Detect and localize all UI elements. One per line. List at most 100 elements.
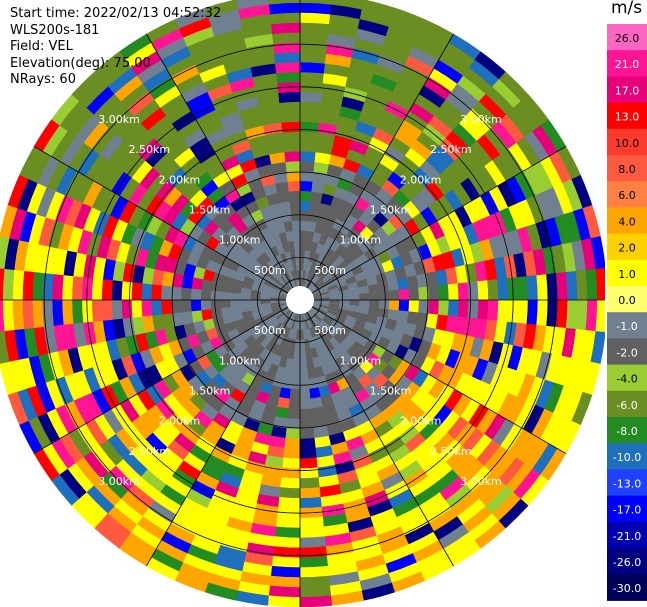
velocity-cell	[265, 276, 276, 286]
velocity-cell	[300, 151, 316, 163]
velocity-cell	[406, 275, 419, 289]
velocity-cell	[178, 562, 212, 583]
velocity-cell	[147, 499, 177, 524]
velocity-cell	[308, 317, 316, 328]
velocity-cell	[92, 320, 107, 344]
velocity-cell	[154, 220, 172, 240]
velocity-cell	[308, 211, 319, 223]
azimuth-spoke	[33, 146, 289, 294]
velocity-cell	[235, 402, 252, 418]
velocity-cell	[180, 299, 192, 313]
velocity-cell	[102, 408, 124, 435]
velocity-cell	[38, 352, 56, 383]
velocity-cell	[241, 310, 253, 319]
velocity-cell	[323, 522, 350, 537]
velocity-cell	[0, 235, 10, 269]
velocity-cell	[522, 404, 545, 435]
velocity-cell	[312, 325, 320, 337]
velocity-cell	[348, 444, 369, 461]
velocity-cell	[516, 136, 541, 167]
velocity-cell	[235, 488, 259, 504]
velocity-cell	[76, 344, 93, 371]
velocity-cell	[382, 544, 413, 565]
velocity-cell	[181, 274, 194, 289]
velocity-cell	[327, 205, 341, 219]
velocity-cell	[225, 163, 244, 180]
velocity-cell	[290, 318, 296, 330]
velocity-cell	[96, 235, 112, 259]
velocity-cell	[408, 476, 435, 498]
velocity-cell	[433, 107, 460, 132]
velocity-cell	[256, 493, 280, 508]
velocity-cell	[387, 279, 399, 291]
velocity-cell	[286, 170, 301, 182]
velocity-cell	[322, 403, 337, 417]
velocity-cell	[551, 326, 567, 357]
velocity-cell	[419, 419, 441, 441]
velocity-cell	[64, 170, 86, 200]
velocity-cell	[316, 334, 325, 346]
velocity-cell	[364, 179, 382, 196]
velocity-cell	[364, 145, 385, 163]
velocity-cell	[260, 360, 272, 373]
velocity-cell	[200, 462, 224, 482]
velocity-cell	[352, 544, 383, 562]
velocity-cell	[554, 214, 572, 246]
velocity-cell	[478, 93, 507, 122]
velocity-cell	[196, 229, 212, 246]
velocity-cell	[286, 418, 300, 430]
velocity-cell	[220, 307, 233, 317]
velocity-cell	[259, 299, 271, 305]
velocity-cell	[279, 325, 288, 337]
velocity-cell	[471, 358, 489, 382]
velocity-cell	[311, 406, 325, 419]
velocity-cell	[417, 187, 437, 208]
velocity-cell	[275, 311, 286, 321]
velocity-cell	[205, 454, 228, 473]
velocity-cell	[428, 360, 446, 380]
velocity-cell	[265, 236, 276, 249]
velocity-cell	[279, 314, 289, 325]
range-ring-label: 2.50km	[430, 143, 472, 156]
velocity-cell	[352, 219, 367, 234]
velocity-cell	[222, 275, 235, 286]
velocity-cell	[160, 93, 187, 116]
velocity-cell	[398, 425, 420, 445]
velocity-cell	[267, 273, 278, 283]
velocity-cell	[299, 437, 316, 449]
velocity-cell	[211, 308, 223, 319]
velocity-cell	[320, 343, 330, 355]
velocity-cell	[412, 540, 444, 563]
velocity-cell	[270, 302, 281, 307]
velocity-cell	[368, 255, 382, 268]
colorbar-tick-label: -2.0	[616, 346, 637, 359]
velocity-cell	[358, 285, 370, 294]
velocity-cell	[300, 161, 315, 172]
velocity-cell	[233, 271, 246, 282]
colorbar-swatch	[607, 24, 647, 51]
velocity-cell	[284, 151, 301, 163]
velocity-cell	[455, 264, 468, 284]
velocity-cell	[277, 191, 290, 204]
velocity-cell	[306, 358, 315, 370]
velocity-cell	[447, 283, 459, 301]
velocity-cell	[322, 317, 333, 327]
range-ring-label: 2.00km	[400, 173, 442, 186]
velocity-cell	[204, 203, 221, 221]
velocity-cell	[374, 420, 394, 438]
velocity-cell	[121, 299, 133, 319]
velocity-cell	[551, 244, 567, 274]
colorbar-tick-label: 17.0	[615, 84, 640, 97]
velocity-cell	[321, 363, 333, 376]
velocity-cell	[426, 271, 439, 287]
velocity-cell	[239, 158, 258, 174]
velocity-cell	[314, 222, 325, 235]
velocity-cell	[345, 76, 372, 93]
velocity-cell	[223, 57, 252, 74]
velocity-cell	[340, 235, 354, 249]
velocity-cell	[337, 308, 349, 316]
velocity-cell	[474, 260, 488, 282]
velocity-cell	[330, 441, 350, 456]
velocity-cell	[180, 287, 192, 300]
velocity-cell	[320, 92, 344, 107]
